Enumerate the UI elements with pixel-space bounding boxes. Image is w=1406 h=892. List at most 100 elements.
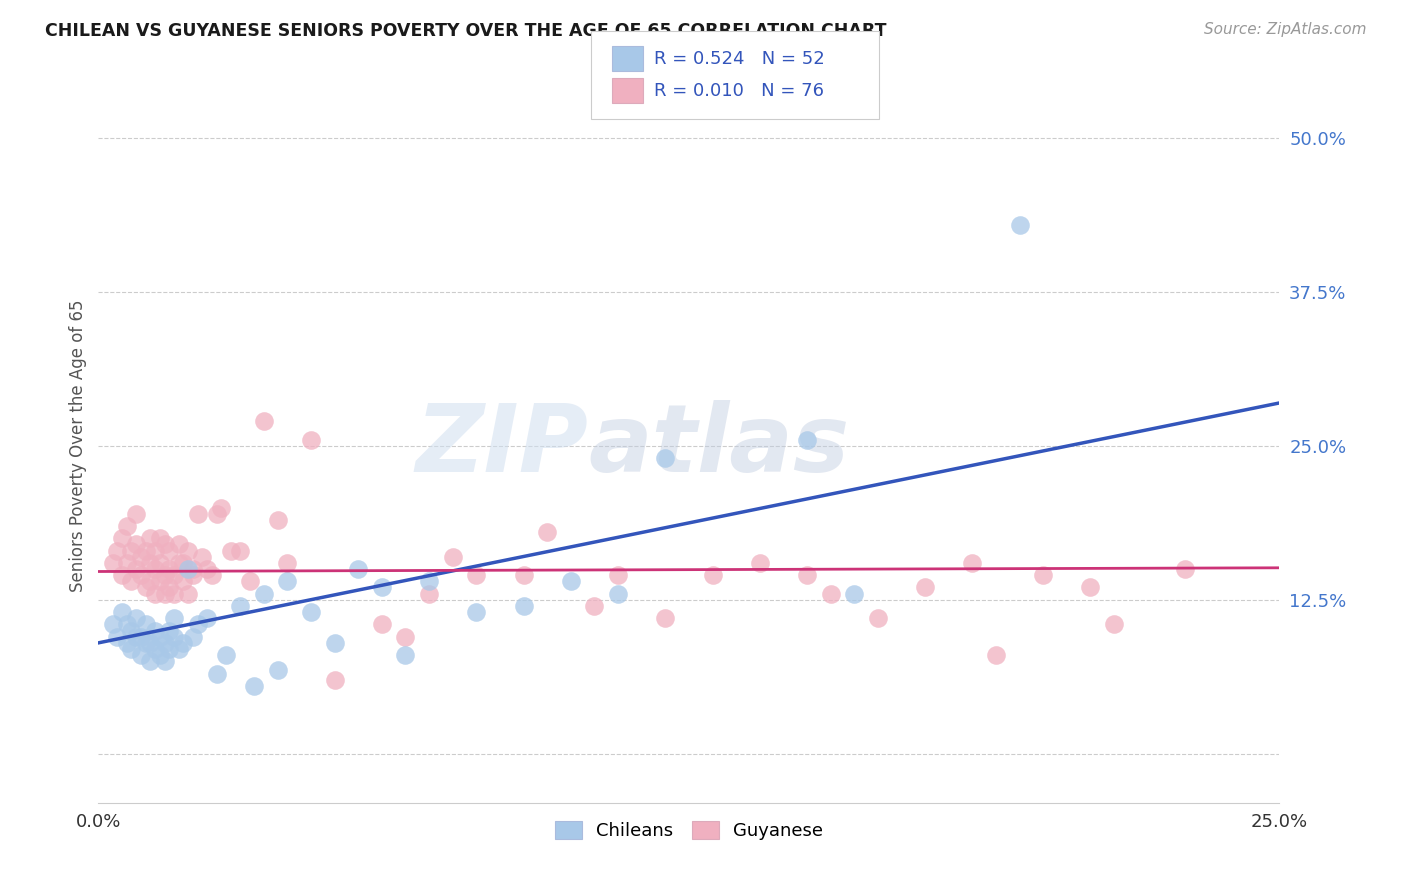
Y-axis label: Seniors Poverty Over the Age of 65: Seniors Poverty Over the Age of 65 <box>69 300 87 592</box>
Point <box>105 543 128 558</box>
Point <box>111 531 134 545</box>
Point <box>984 648 1007 662</box>
Text: R = 0.010   N = 76: R = 0.010 N = 76 <box>654 82 824 100</box>
Point <box>153 568 176 582</box>
Point <box>394 648 416 662</box>
Point <box>101 556 124 570</box>
Point <box>536 525 558 540</box>
Point <box>149 630 172 644</box>
Point <box>371 617 394 632</box>
Point <box>153 636 176 650</box>
Point <box>276 574 298 589</box>
Point <box>215 648 238 662</box>
Point <box>209 500 232 515</box>
Point <box>560 574 582 589</box>
Point <box>1008 218 1031 232</box>
Text: R = 0.524   N = 52: R = 0.524 N = 52 <box>654 50 824 68</box>
Point <box>121 574 143 589</box>
Point <box>205 666 228 681</box>
Point <box>111 605 134 619</box>
Point <box>229 599 252 613</box>
Point <box>607 568 630 582</box>
Point <box>866 611 889 625</box>
Point <box>143 562 166 576</box>
Point <box>1080 581 1102 595</box>
Point <box>143 543 166 558</box>
Point <box>465 568 488 582</box>
Point <box>135 636 157 650</box>
Point <box>115 556 138 570</box>
Point <box>149 556 172 570</box>
Point <box>181 568 204 582</box>
Point <box>163 568 186 582</box>
Point <box>1102 617 1125 632</box>
Point <box>121 543 143 558</box>
Point <box>149 648 172 662</box>
Point <box>177 562 200 576</box>
Point <box>607 587 630 601</box>
Point <box>654 611 676 625</box>
Point <box>654 451 676 466</box>
Point <box>172 574 194 589</box>
Point <box>201 568 224 582</box>
Point <box>267 513 290 527</box>
Point <box>125 611 148 625</box>
Point <box>125 537 148 551</box>
Point <box>239 574 262 589</box>
Point <box>181 562 204 576</box>
Text: CHILEAN VS GUYANESE SENIORS POVERTY OVER THE AGE OF 65 CORRELATION CHART: CHILEAN VS GUYANESE SENIORS POVERTY OVER… <box>45 22 887 40</box>
Point <box>163 611 186 625</box>
Point <box>129 648 152 662</box>
Point <box>177 587 200 601</box>
Point <box>844 587 866 601</box>
Point <box>371 581 394 595</box>
Point <box>512 568 534 582</box>
Point <box>125 630 148 644</box>
Point <box>195 562 218 576</box>
Point <box>153 587 176 601</box>
Text: atlas: atlas <box>589 400 849 492</box>
Point <box>299 605 322 619</box>
Point <box>205 507 228 521</box>
Point <box>253 587 276 601</box>
Point <box>149 574 172 589</box>
Point <box>163 587 186 601</box>
Point <box>276 556 298 570</box>
Point <box>153 537 176 551</box>
Point <box>111 568 134 582</box>
Point <box>157 624 180 638</box>
Point <box>418 587 440 601</box>
Text: ZIP: ZIP <box>416 400 589 492</box>
Point <box>125 507 148 521</box>
Point <box>962 556 984 570</box>
Legend: Chileans, Guyanese: Chileans, Guyanese <box>547 814 831 847</box>
Point <box>181 630 204 644</box>
Point <box>1174 562 1197 576</box>
Point <box>143 587 166 601</box>
Point <box>796 433 818 447</box>
Point <box>115 636 138 650</box>
Point <box>157 642 180 657</box>
Point <box>139 574 162 589</box>
Point <box>139 556 162 570</box>
Point <box>583 599 606 613</box>
Point <box>219 543 242 558</box>
Point <box>157 543 180 558</box>
Point <box>914 581 936 595</box>
Point <box>139 654 162 668</box>
Point <box>418 574 440 589</box>
Point <box>702 568 724 582</box>
Point <box>157 562 180 576</box>
Point <box>465 605 488 619</box>
Point <box>143 624 166 638</box>
Point <box>115 617 138 632</box>
Point <box>135 543 157 558</box>
Point <box>195 611 218 625</box>
Point <box>267 663 290 677</box>
Point <box>323 673 346 687</box>
Point <box>820 587 842 601</box>
Point <box>1032 568 1054 582</box>
Point <box>129 549 152 564</box>
Point <box>153 654 176 668</box>
Point <box>323 636 346 650</box>
